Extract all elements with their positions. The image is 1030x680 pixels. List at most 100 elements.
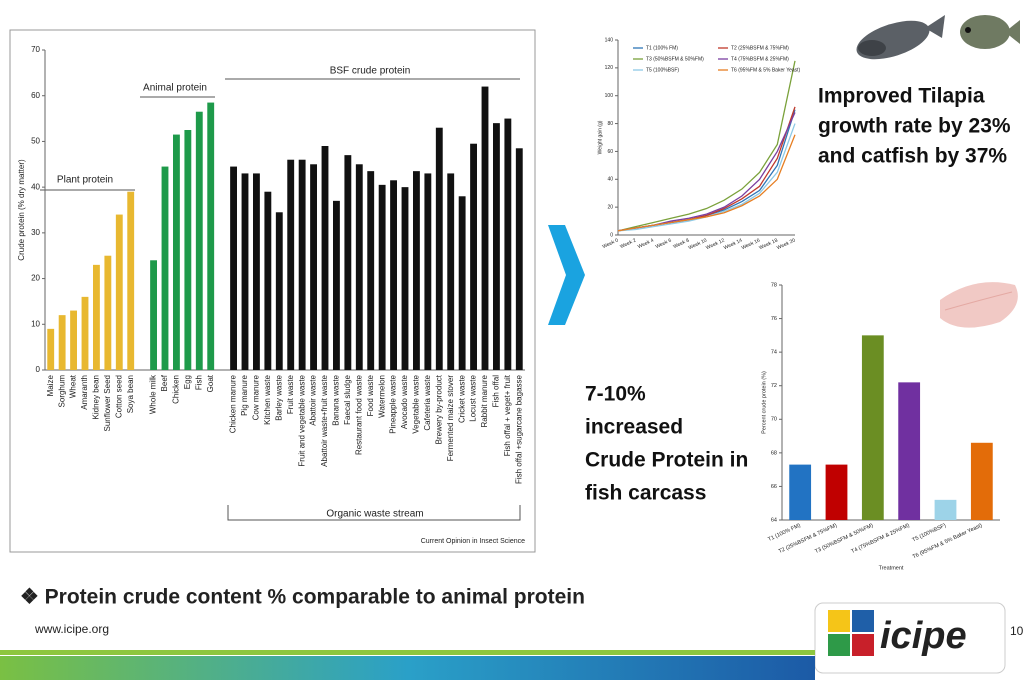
x-tick-label: Barley waste [274,374,283,420]
x-tick-label: Whole milk [149,374,158,414]
bar [504,119,511,370]
x-tick-label: Faecal sludge [343,374,352,424]
bar [93,265,100,370]
page-number: 10 [1010,624,1024,638]
x-tick-label: Egg [183,375,192,389]
y-tick-label: 72 [771,383,777,389]
x-tick-label: Pineapple waste [389,374,398,433]
x-tick-label: Cafeteria waste [423,374,432,430]
bar [82,297,89,370]
legend-label: T2 (25%BSFM & 75%FM) [731,45,789,51]
bar [516,148,523,370]
bar [150,260,157,370]
y-tick-label: 70 [31,45,40,54]
bar [447,173,454,370]
y-tick-label: 140 [605,37,614,43]
y-axis-label: Percent crude protein (%) [761,371,767,434]
bar [173,135,180,370]
bar [482,87,489,370]
bar [789,465,811,520]
x-tick-label: Locust waste [469,374,478,421]
url: www.icipe.org [34,622,109,636]
y-tick-label: 0 [610,232,613,238]
x-tick-label: Fermented maize stover [446,375,455,462]
y-axis-label: Weight gain (g) [597,120,603,154]
bar [207,103,214,370]
bar [253,173,260,370]
bar [59,315,66,370]
x-tick-label: Kitchen waste [263,374,272,424]
bar [333,201,340,370]
x-tick-label: Kidney bean [92,375,101,419]
bar [935,500,957,520]
bar [470,144,477,370]
bar [230,167,237,370]
x-tick-label: Chicken [172,375,181,404]
bar [116,215,123,370]
bar [104,256,111,370]
bar [436,128,443,370]
y-tick-label: 0 [36,365,41,374]
bar [47,329,54,370]
y-tick-label: 70 [771,417,777,423]
bar [413,171,420,370]
bar [70,311,77,370]
x-tick-label: Cotton seed [114,375,123,418]
text-line: and catfish by 37% [818,145,1007,168]
bar [287,160,294,370]
bar [322,146,329,370]
bar [493,123,500,370]
bar [402,187,409,370]
legend-label: T6 (95%FM & 5% Baker Yeast) [731,67,801,73]
bar [264,192,271,370]
footer-stripe [0,650,815,655]
x-tick-label: Soya bean [126,375,135,413]
bar [826,465,848,520]
y-tick-label: 20 [607,204,613,210]
y-tick-label: 40 [607,177,613,183]
y-tick-label: 10 [31,319,40,328]
bullet-text: ❖ Protein crude content % comparable to … [20,586,585,609]
x-tick-label: Amaranth [80,375,89,410]
bar [459,196,466,370]
group-label: BSF crude protein [330,66,411,77]
x-tick-label: Sunflower Seed [103,375,112,431]
logo-text: icipe [880,615,967,657]
text-line: Improved Tilapia [818,85,985,108]
bar [367,171,374,370]
x-tick-label: Fruit waste [286,374,295,414]
x-tick-label: Abattoir waste+fruit waste [320,374,329,466]
bar [971,443,993,520]
text-line: 7-10% [585,383,646,406]
text-line: growth rate by 23% [818,115,1011,138]
y-tick-label: 74 [771,350,777,356]
text-line: fish carcass [585,482,706,505]
footer-band [0,656,815,680]
x-tick-label: Rabbit manure [480,374,489,427]
x-tick-label: Cow manure [252,374,261,420]
slide: Plant protein Animal protein BSF crude p… [0,0,1030,680]
source: Current Opinion in Insect Science [421,538,525,545]
group-label: Plant protein [57,175,113,186]
bar [862,335,884,520]
x-tick-label: Fish offal + veget+ fruit [503,374,512,456]
y-tick-label: 80 [607,121,613,127]
legend-label: T4 (75%BSFM & 25%FM) [731,56,789,62]
bar [162,167,169,370]
y-tick-label: 20 [31,274,40,283]
x-tick-label: Goat [206,374,215,392]
x-tick-label: Sorghum [57,375,66,408]
bar [379,185,386,370]
bar [242,173,249,370]
x-tick-label: Vegetable waste [412,374,421,433]
y-tick-label: 40 [31,182,40,191]
y-tick-label: 120 [605,65,614,71]
group-label: Organic waste stream [326,509,423,520]
x-tick-label: Fish offal +sugarcane bagasse [514,374,523,484]
bar [196,112,203,370]
bar [898,382,920,520]
bar [127,192,134,370]
x-tick-label: Banana waste [332,374,341,425]
x-tick-label: Fish offal [492,375,501,408]
legend-label: T1 (100% FM) [646,45,678,51]
